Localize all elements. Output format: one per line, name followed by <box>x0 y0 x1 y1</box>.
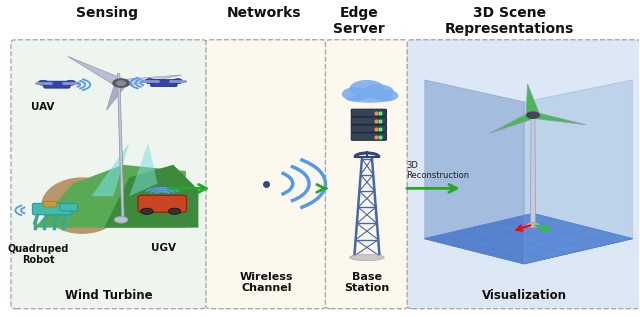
Circle shape <box>38 80 48 85</box>
FancyBboxPatch shape <box>351 133 387 140</box>
Ellipse shape <box>349 254 384 261</box>
Circle shape <box>145 79 155 84</box>
Ellipse shape <box>346 95 393 103</box>
FancyBboxPatch shape <box>60 204 77 211</box>
Polygon shape <box>68 56 127 86</box>
Circle shape <box>376 90 398 101</box>
Text: Sensing: Sensing <box>76 6 138 20</box>
Text: Networks: Networks <box>227 6 301 20</box>
Polygon shape <box>119 75 182 87</box>
Circle shape <box>168 208 181 214</box>
FancyBboxPatch shape <box>351 117 387 125</box>
Polygon shape <box>92 143 129 196</box>
Polygon shape <box>117 74 124 221</box>
Circle shape <box>113 79 129 87</box>
Text: 3D
Reconstruction: 3D Reconstruction <box>406 161 469 180</box>
Polygon shape <box>425 213 632 264</box>
Text: Base
Station: Base Station <box>344 272 390 294</box>
FancyBboxPatch shape <box>138 195 186 212</box>
Ellipse shape <box>114 216 128 223</box>
Text: Wireless
Channel: Wireless Channel <box>239 272 293 294</box>
FancyBboxPatch shape <box>326 40 408 309</box>
Circle shape <box>527 112 540 118</box>
Polygon shape <box>531 111 536 226</box>
Text: 3D Scene
Representations: 3D Scene Representations <box>445 6 574 36</box>
Polygon shape <box>104 165 198 228</box>
Text: Quadruped
Robot: Quadruped Robot <box>8 243 68 265</box>
FancyBboxPatch shape <box>351 125 387 133</box>
Text: Visualization: Visualization <box>482 289 566 302</box>
Text: UAV: UAV <box>31 102 55 112</box>
Circle shape <box>364 84 394 100</box>
Circle shape <box>173 79 182 84</box>
FancyBboxPatch shape <box>33 204 72 215</box>
Polygon shape <box>524 80 632 264</box>
Circle shape <box>141 208 153 214</box>
FancyBboxPatch shape <box>43 201 57 207</box>
Polygon shape <box>490 113 537 133</box>
Polygon shape <box>35 165 186 228</box>
FancyBboxPatch shape <box>407 40 640 309</box>
Circle shape <box>66 80 76 85</box>
Text: Wind Turbine: Wind Turbine <box>65 289 153 302</box>
Polygon shape <box>129 143 157 196</box>
Circle shape <box>342 87 369 101</box>
Text: UGV: UGV <box>151 243 177 253</box>
Polygon shape <box>531 112 586 125</box>
FancyBboxPatch shape <box>44 81 70 88</box>
Polygon shape <box>106 82 127 110</box>
FancyBboxPatch shape <box>351 109 387 117</box>
Circle shape <box>349 80 385 98</box>
Polygon shape <box>425 80 524 264</box>
Ellipse shape <box>41 177 123 234</box>
FancyBboxPatch shape <box>11 40 207 309</box>
Circle shape <box>116 81 125 85</box>
Text: Edge
Server: Edge Server <box>333 6 385 36</box>
Ellipse shape <box>527 222 540 228</box>
Polygon shape <box>526 84 540 115</box>
FancyBboxPatch shape <box>150 80 177 87</box>
FancyBboxPatch shape <box>206 40 326 309</box>
